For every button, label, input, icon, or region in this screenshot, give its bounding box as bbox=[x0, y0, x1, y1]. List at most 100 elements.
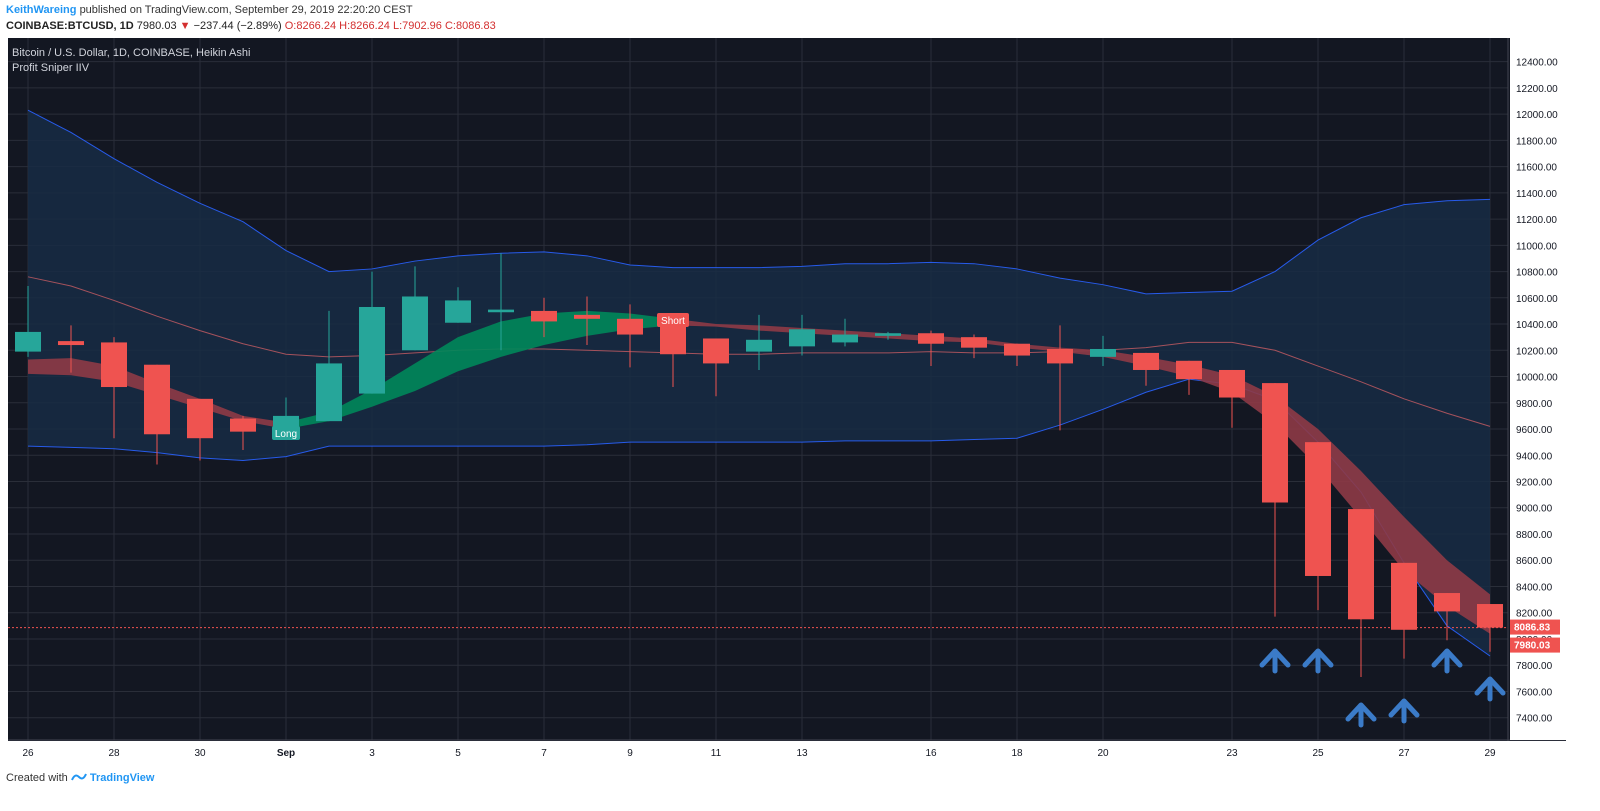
candle-body[interactable] bbox=[15, 331, 41, 352]
price-tick-label: 10200.00 bbox=[1516, 346, 1558, 357]
candle[interactable] bbox=[445, 287, 471, 323]
time-tick-label: 18 bbox=[1011, 748, 1023, 759]
candle[interactable] bbox=[1219, 369, 1245, 428]
candle-body[interactable] bbox=[230, 418, 256, 432]
price-label-badge bbox=[1510, 637, 1560, 653]
candle[interactable] bbox=[918, 330, 944, 367]
candle[interactable] bbox=[746, 314, 772, 370]
candle-body[interactable] bbox=[1305, 442, 1331, 576]
price-tick-label: 7600.00 bbox=[1516, 687, 1553, 698]
price-tick-label: 7800.00 bbox=[1516, 661, 1553, 672]
candle-body[interactable] bbox=[58, 341, 84, 346]
candle-body[interactable] bbox=[144, 364, 170, 435]
candle-body[interactable] bbox=[1219, 369, 1245, 398]
publish-header: KeithWareing published on TradingView.co… bbox=[0, 0, 1600, 38]
candle-body[interactable] bbox=[875, 333, 901, 336]
candle[interactable] bbox=[1434, 593, 1460, 641]
up-arrow-icon bbox=[1302, 648, 1334, 674]
candle[interactable] bbox=[1348, 509, 1374, 678]
ohlc-values: O:8266.24 H:8266.24 L:7902.96 C:8086.83 bbox=[284, 20, 496, 32]
price-tick-label: 7400.00 bbox=[1516, 714, 1553, 725]
candle-body[interactable] bbox=[918, 333, 944, 344]
up-arrow-icon bbox=[1259, 648, 1291, 674]
candle-body[interactable] bbox=[359, 306, 385, 394]
candle-body[interactable] bbox=[1004, 343, 1030, 356]
candle-body[interactable] bbox=[703, 338, 729, 364]
candle-body[interactable] bbox=[1176, 360, 1202, 380]
candle-body[interactable] bbox=[1262, 383, 1288, 503]
up-arrow-icon bbox=[1431, 648, 1463, 674]
candle[interactable] bbox=[58, 325, 84, 373]
candle[interactable] bbox=[15, 285, 41, 357]
candle-body[interactable] bbox=[402, 296, 428, 351]
candle[interactable] bbox=[832, 318, 858, 347]
candle[interactable] bbox=[359, 271, 385, 394]
time-tick-label: 11 bbox=[711, 748, 722, 759]
candle[interactable] bbox=[187, 398, 213, 461]
candle[interactable] bbox=[1090, 335, 1116, 367]
candle-body[interactable] bbox=[1348, 509, 1374, 620]
ribbon-segment bbox=[1361, 471, 1404, 571]
candle[interactable] bbox=[660, 324, 686, 388]
candle-body[interactable] bbox=[746, 339, 772, 352]
tradingview-brand[interactable]: TradingView bbox=[89, 772, 155, 784]
candle[interactable] bbox=[1262, 383, 1288, 617]
candle[interactable] bbox=[316, 310, 342, 422]
candle[interactable] bbox=[617, 304, 643, 368]
candle[interactable] bbox=[1004, 343, 1030, 367]
candle[interactable] bbox=[1305, 442, 1331, 611]
candle[interactable] bbox=[875, 331, 901, 340]
candle[interactable] bbox=[1391, 562, 1417, 659]
candle-body[interactable] bbox=[1133, 352, 1159, 370]
price-tick-label: 10800.00 bbox=[1516, 268, 1558, 279]
candle-body[interactable] bbox=[445, 300, 471, 323]
candles[interactable] bbox=[15, 253, 1503, 678]
candle[interactable] bbox=[144, 364, 170, 465]
price-tick-label: 9200.00 bbox=[1516, 478, 1553, 489]
candle-body[interactable] bbox=[101, 342, 127, 388]
time-axis[interactable]: 26 28 30 Sep 3 5 7 9 11 13 16 18 20 23 25 27 29 bbox=[8, 741, 1566, 762]
candle[interactable] bbox=[789, 314, 815, 356]
candle-body[interactable] bbox=[1434, 593, 1460, 612]
candle-body[interactable] bbox=[832, 334, 858, 343]
candle[interactable] bbox=[531, 297, 557, 338]
time-tick-label: 20 bbox=[1097, 748, 1109, 759]
candle[interactable] bbox=[961, 334, 987, 359]
time-tick-label: 9 bbox=[627, 748, 633, 759]
candle[interactable] bbox=[273, 397, 299, 430]
candle[interactable] bbox=[1047, 325, 1073, 431]
price-tick-label: 10600.00 bbox=[1516, 294, 1558, 305]
candle[interactable] bbox=[402, 266, 428, 351]
candle[interactable] bbox=[101, 337, 127, 439]
candle-body[interactable] bbox=[1391, 562, 1417, 630]
candle-body[interactable] bbox=[1090, 348, 1116, 357]
candle-body[interactable] bbox=[187, 398, 213, 439]
chart-title: Bitcoin / U.S. Dollar, 1D, COINBASE, Hei… bbox=[12, 47, 250, 59]
candle-body[interactable] bbox=[789, 329, 815, 347]
candle-body[interactable] bbox=[488, 309, 514, 313]
candle[interactable] bbox=[488, 253, 514, 351]
time-tick-label: 27 bbox=[1398, 748, 1410, 759]
candle-body[interactable] bbox=[574, 314, 600, 319]
candle[interactable] bbox=[703, 338, 729, 397]
candle-body[interactable] bbox=[617, 318, 643, 335]
candle-body[interactable] bbox=[273, 415, 299, 430]
candle[interactable] bbox=[230, 415, 256, 451]
candle-body[interactable] bbox=[316, 363, 342, 422]
time-tick-label: 13 bbox=[796, 748, 808, 759]
author-link[interactable]: KeithWareing bbox=[6, 4, 77, 16]
ribbon-segment bbox=[28, 358, 71, 376]
candle[interactable] bbox=[1176, 360, 1202, 395]
candle-body[interactable] bbox=[1477, 604, 1503, 628]
candle-body[interactable] bbox=[531, 310, 557, 322]
price-tick-label: 10400.00 bbox=[1516, 320, 1558, 331]
price-axis[interactable]: 7400.007600.007800.008000.008200.008400.… bbox=[1510, 38, 1566, 740]
candle-body[interactable] bbox=[1047, 348, 1073, 364]
candle[interactable] bbox=[1133, 352, 1159, 386]
candle-body[interactable] bbox=[660, 326, 686, 355]
price-tick-label: 9600.00 bbox=[1516, 425, 1553, 436]
candle-body[interactable] bbox=[961, 337, 987, 348]
candle[interactable] bbox=[574, 296, 600, 346]
price-tick-label: 9000.00 bbox=[1516, 504, 1553, 515]
